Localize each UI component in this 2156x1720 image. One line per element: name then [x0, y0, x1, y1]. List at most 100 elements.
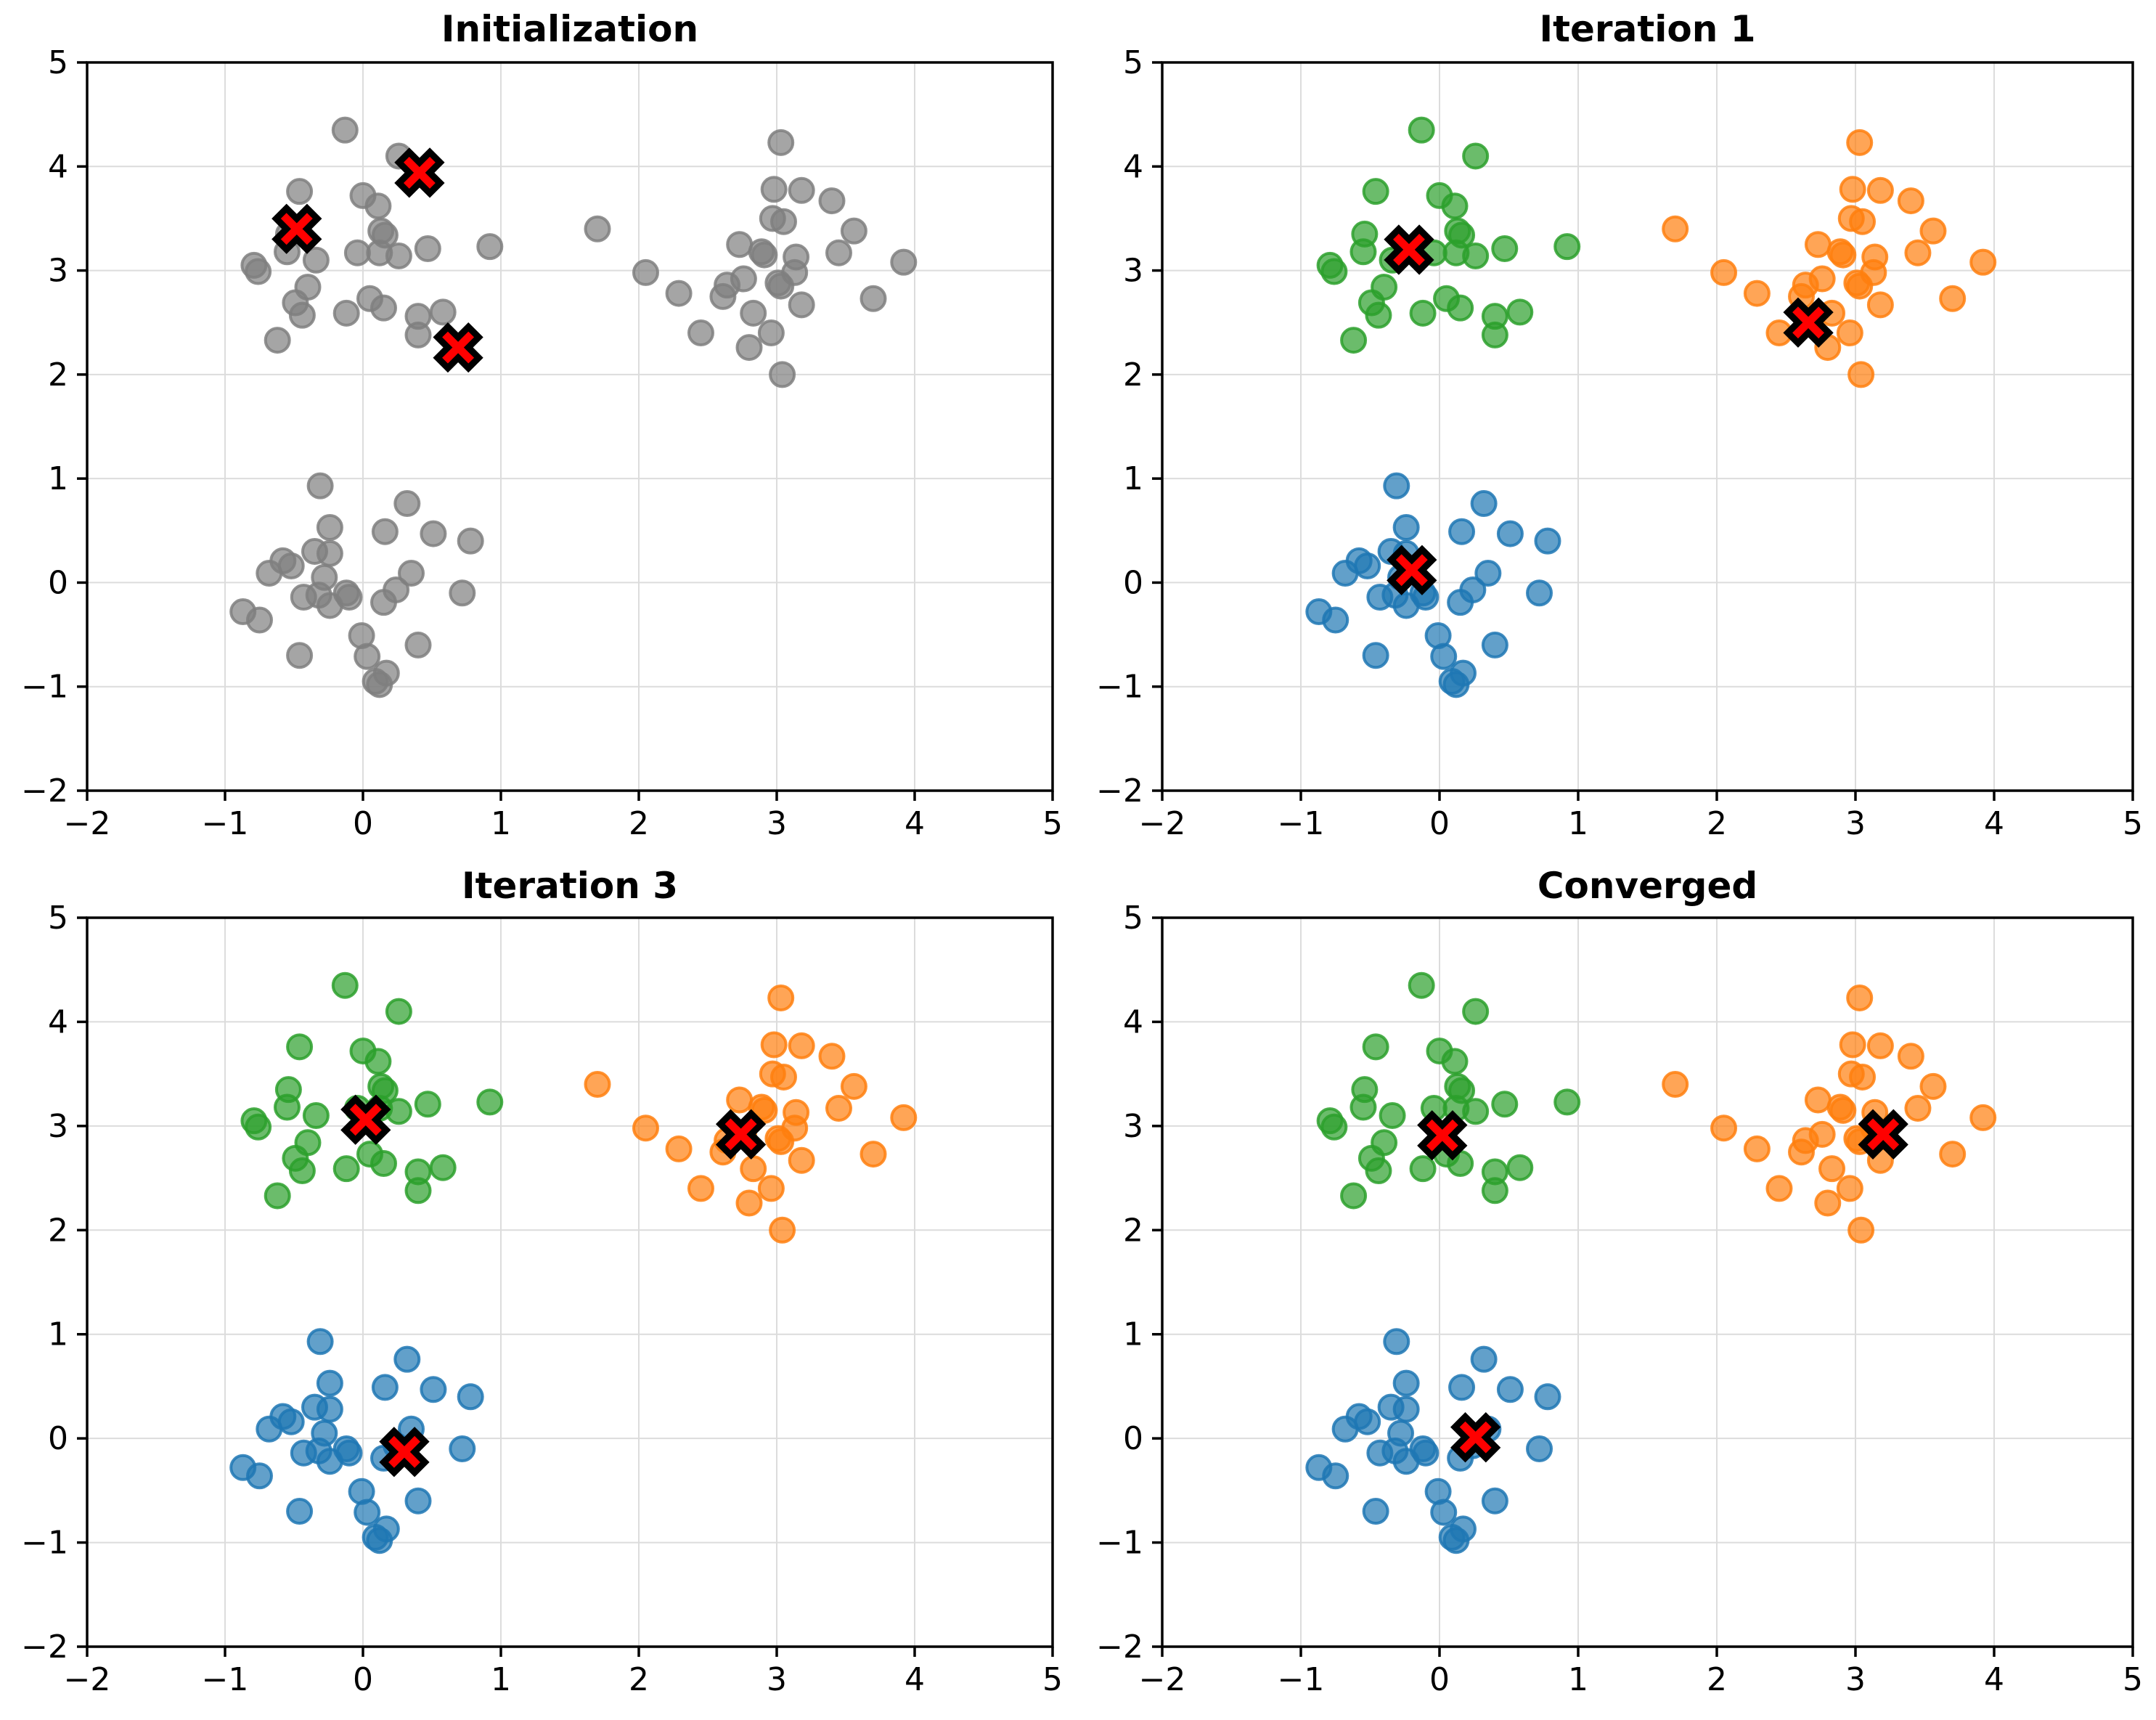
- panel-title-initialization: Initialization: [441, 8, 699, 50]
- data-point: [1481, 1487, 1508, 1515]
- x-tick-label: −2: [64, 1661, 111, 1698]
- data-point: [770, 1063, 797, 1091]
- y-tick-label: −1: [1096, 1525, 1143, 1562]
- data-point: [1322, 606, 1349, 634]
- data-point: [1710, 258, 1738, 286]
- data-point: [1365, 1157, 1392, 1185]
- data-point: [1847, 361, 1875, 388]
- data-point: [1849, 208, 1877, 235]
- data-point: [840, 217, 867, 245]
- centroid-x-marker: [340, 1094, 391, 1145]
- axis-ticks: [1152, 61, 2134, 801]
- data-point: [1430, 643, 1458, 670]
- y-tick-label: 2: [1123, 356, 1143, 394]
- data-point: [767, 272, 795, 300]
- data-point: [420, 520, 447, 547]
- data-point: [760, 176, 788, 203]
- x-tick-label: 1: [491, 805, 511, 842]
- data-point: [286, 642, 314, 669]
- data-point: [277, 553, 305, 580]
- data-point: [859, 1141, 887, 1168]
- data-point: [890, 248, 918, 276]
- data-point: [1743, 280, 1771, 307]
- data-point: [1340, 1182, 1368, 1210]
- data-point: [735, 1189, 763, 1217]
- x-tick-label: −1: [1278, 805, 1325, 842]
- data-point: [825, 239, 852, 266]
- data-point: [371, 518, 399, 545]
- panel-title-iteration-1: Iteration 1: [1539, 8, 1756, 50]
- x-tick-label: −2: [1139, 805, 1186, 842]
- cluster-green: [1316, 971, 1581, 1210]
- data-point: [1447, 294, 1474, 322]
- data-point: [1448, 518, 1476, 545]
- data-point: [1534, 527, 1561, 555]
- data-point: [1491, 1091, 1519, 1118]
- x-tick-label: 0: [353, 1661, 373, 1698]
- data-point: [1804, 231, 1832, 258]
- centroid-x-marker: [1417, 1110, 1468, 1161]
- y-tick-label: 2: [48, 356, 68, 394]
- y-tick-label: 0: [48, 564, 68, 601]
- data-point: [1362, 1033, 1389, 1061]
- axes-box: [1161, 61, 2134, 792]
- y-tick-label: 5: [48, 44, 68, 81]
- data-point: [429, 1154, 457, 1181]
- data-point: [1392, 1395, 1420, 1423]
- data-point: [1897, 187, 1924, 215]
- y-tick-label: 3: [48, 253, 68, 290]
- unlabeled-gray: [584, 129, 918, 388]
- data-point: [1553, 233, 1581, 261]
- data-point: [818, 187, 846, 215]
- x-tick-label: 4: [905, 805, 925, 842]
- x-tick-label: −1: [202, 1661, 249, 1698]
- data-point: [364, 1048, 392, 1075]
- data-point: [890, 1104, 918, 1131]
- y-tick-label: 2: [1123, 1212, 1143, 1249]
- data-point: [1788, 1138, 1816, 1166]
- data-point: [584, 215, 611, 242]
- data-point: [370, 1149, 397, 1177]
- data-point: [1836, 319, 1863, 347]
- x-tick-label: 5: [1042, 805, 1063, 842]
- tick-labels: −2 −1 0 1 2 3 4 5 −2 −1 0 1 2 3 4 5: [1096, 900, 2143, 1698]
- data-point: [331, 116, 359, 144]
- data-point: [414, 1091, 441, 1118]
- data-point: [1408, 971, 1435, 999]
- y-tick-label: 4: [48, 1003, 68, 1040]
- data-point: [354, 1499, 381, 1526]
- data-point: [1818, 1155, 1846, 1183]
- data-point: [1349, 238, 1377, 266]
- x-tick-label: −1: [1278, 1661, 1325, 1698]
- data-point: [404, 1487, 432, 1515]
- centroid-x-marker: [1450, 1412, 1501, 1463]
- data-point: [1340, 327, 1368, 354]
- data-point: [277, 1408, 305, 1435]
- data-point: [1969, 248, 1997, 276]
- data-point: [414, 235, 441, 262]
- data-point: [687, 1175, 714, 1202]
- data-point: [316, 513, 343, 541]
- data-point: [302, 246, 330, 274]
- data-point: [632, 1114, 659, 1142]
- data-point: [1866, 291, 1894, 319]
- data-point: [1354, 553, 1381, 580]
- cluster-orange: [1662, 129, 1997, 388]
- data-points: [229, 971, 918, 1554]
- data-point: [757, 1175, 785, 1202]
- data-point: [1846, 984, 1874, 1011]
- data-point: [316, 1369, 343, 1397]
- data-point: [735, 334, 763, 362]
- centroid-x-marker: [1783, 297, 1834, 348]
- cluster-green: [1316, 116, 1581, 354]
- unlabeled-gray: [240, 116, 504, 354]
- data-point: [286, 1498, 314, 1525]
- x-tick-label: 2: [629, 1661, 649, 1698]
- data-point: [1354, 1408, 1381, 1435]
- x-tick-label: 2: [629, 805, 649, 842]
- y-tick-label: −2: [21, 1629, 68, 1666]
- centroid-markers: [340, 1094, 767, 1478]
- data-point: [1839, 176, 1866, 203]
- data-point: [371, 1374, 399, 1401]
- data-point: [1392, 1448, 1420, 1475]
